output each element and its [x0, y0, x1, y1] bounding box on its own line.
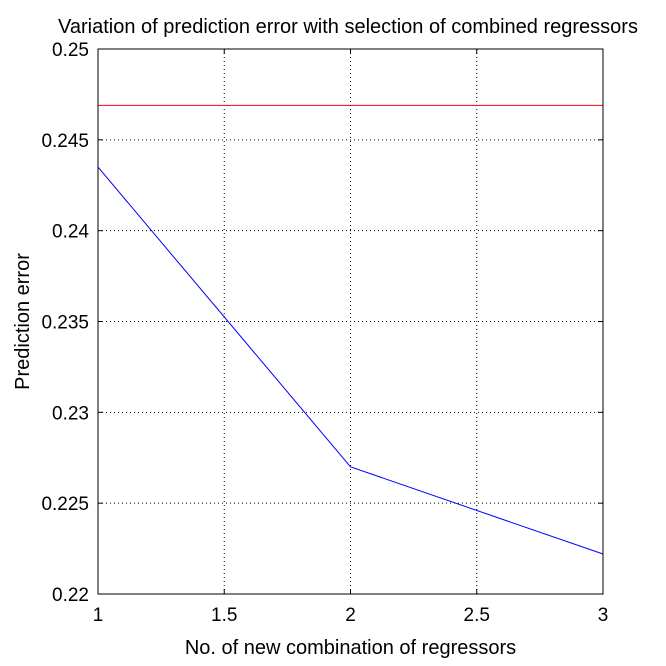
x-axis-label: No. of new combination of regressors [185, 637, 516, 659]
chart-title: Variation of prediction error with selec… [58, 16, 638, 38]
grid-lines [98, 49, 603, 594]
series-lines [97, 104, 604, 555]
x-tick-label: 2.5 [464, 605, 490, 626]
y-tick-label: 0.245 [41, 131, 89, 152]
y-tick-label: 0.25 [52, 40, 89, 61]
series-line-blue [97, 166, 604, 555]
y-tick-label: 0.23 [52, 403, 89, 424]
y-tick-label: 0.225 [41, 494, 89, 515]
x-tick-label: 3 [598, 605, 609, 626]
x-tick-label: 2 [345, 605, 356, 626]
y-axis-label: Prediction error [12, 253, 34, 390]
axis-ticks: 1 1.5 2 2.5 3 0.22 0.225 0.23 0.235 0.24 0.245 0.25 [41, 40, 608, 626]
y-tick-label: 0.235 [41, 313, 89, 334]
y-tick-label: 0.24 [52, 222, 89, 243]
x-tick-label: 1.5 [211, 605, 237, 626]
y-tick-label: 0.22 [52, 585, 89, 606]
x-tick-label: 1 [93, 605, 104, 626]
